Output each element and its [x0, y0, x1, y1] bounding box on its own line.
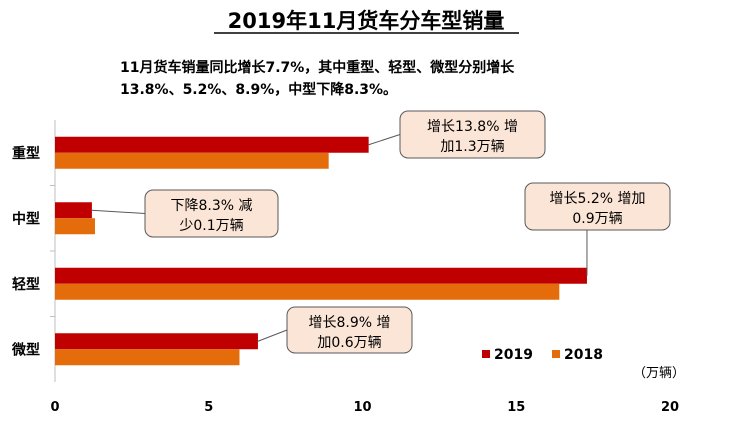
callout-pointer-0	[368, 134, 401, 146]
callout-text-3-line-0: 增长8.9% 增	[308, 315, 390, 331]
callout-pointer-1	[91, 209, 146, 214]
category-label-2: 轻型	[12, 276, 40, 293]
callout-text-2-line-0: 增长5.2% 增加	[549, 191, 645, 207]
callout-text-1-line-1: 少0.1万辆	[179, 218, 243, 234]
callout-pointer-3	[257, 329, 288, 342]
chart-title: 2019年11月货车分车型销量	[228, 9, 505, 33]
x-tick-label-20: 20	[661, 400, 679, 415]
bar-2018-3	[55, 349, 240, 366]
callout-box-3	[286, 306, 413, 354]
bar-2019-2	[55, 267, 587, 284]
category-label-3: 微型	[11, 341, 40, 358]
callout-box-2	[524, 182, 671, 231]
x-tick-label-0: 0	[50, 400, 59, 415]
bar-2019-1	[55, 202, 92, 219]
bar-2019-0	[55, 136, 369, 153]
callout-text-0-line-0: 增长13.8% 增	[427, 119, 518, 135]
x-tick-label-15: 15	[507, 400, 525, 415]
bar-2018-1	[55, 218, 95, 235]
callout-text-0-line-1: 加1.3万辆	[440, 139, 504, 155]
legend-label-2019: 2019	[494, 347, 533, 363]
category-label-1: 中型	[12, 210, 40, 227]
subtitle-line-1: 11月货车销量同比增长7.7%，其中重型、轻型、微型分别增长	[120, 59, 515, 76]
callout-box-1	[144, 189, 279, 238]
x-axis-unit-label: （万辆）	[633, 366, 685, 381]
legend-label-2018: 2018	[564, 347, 603, 363]
callout-box-0	[399, 110, 546, 159]
bar-2018-0	[55, 152, 329, 169]
legend-swatch-2019	[482, 350, 490, 358]
x-tick-label-5: 5	[204, 400, 213, 415]
bar-2018-2	[55, 283, 560, 300]
legend-swatch-2018	[552, 350, 560, 358]
category-label-0: 重型	[12, 145, 40, 162]
subtitle-line-2: 13.8%、5.2%、8.9%，中型下降8.3%。	[120, 81, 397, 98]
callout-text-2-line-1: 0.9万辆	[572, 211, 622, 227]
callout-text-3-line-1: 加0.6万辆	[317, 335, 381, 351]
x-tick-label-10: 10	[353, 400, 371, 415]
bar-2019-3	[55, 333, 258, 350]
callout-text-1-line-0: 下降8.3% 减	[170, 198, 252, 214]
